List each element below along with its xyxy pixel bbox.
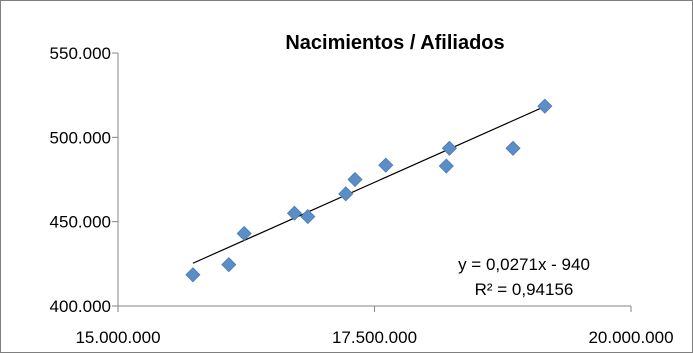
data-point [505,140,521,156]
data-point [537,98,553,114]
data-point [338,186,354,202]
data-point [347,171,363,188]
data-point [185,267,201,283]
data-point [286,205,303,221]
data-point [236,225,252,242]
chart-title: Nacimientos / Afiliados [285,32,504,54]
y-tick-label: 450.000 [50,213,111,232]
data-points [185,98,553,283]
data-point [441,140,457,156]
y-tick-label: 400.000 [50,297,111,316]
trendline-equation: y = 0,0271x - 940 [458,255,590,274]
y-tick-label: 500.000 [50,128,111,147]
data-point [300,209,316,225]
trendline-group [192,105,546,264]
trendline [192,105,546,264]
data-point [221,257,237,273]
x-tick-label: 20.000.000 [588,328,673,347]
x-tick-label: 15.000.000 [75,328,160,347]
trendline-r-squared: R² = 0,94156 [475,280,574,299]
data-point [438,158,454,174]
x-tick-label: 17.500.000 [332,328,417,347]
axes: 400.000 450.000 500.000 550.000 15.000.000 17… [50,44,674,347]
y-tick-label: 550.000 [50,44,111,63]
data-point [378,157,394,173]
